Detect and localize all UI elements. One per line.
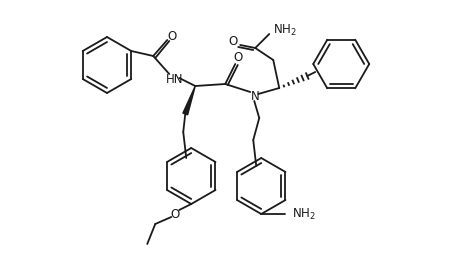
Text: O: O xyxy=(233,51,242,63)
Text: O: O xyxy=(170,208,179,221)
Text: NH$_2$: NH$_2$ xyxy=(273,23,297,38)
Text: NH$_2$: NH$_2$ xyxy=(292,206,316,222)
Text: O: O xyxy=(167,29,177,42)
Polygon shape xyxy=(182,86,195,115)
Text: N: N xyxy=(250,89,259,103)
Text: HN: HN xyxy=(165,73,183,85)
Text: O: O xyxy=(228,35,238,48)
